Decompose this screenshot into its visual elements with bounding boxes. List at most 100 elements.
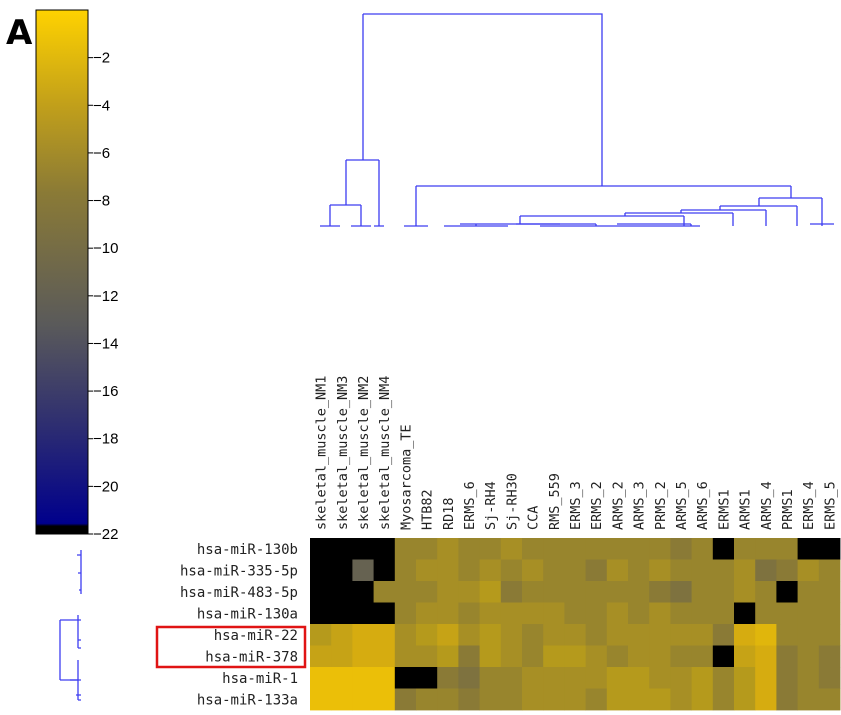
column-label: ARMS_3 [632,481,648,530]
heatmap-cell [564,581,586,603]
heatmap-cell [797,559,820,582]
heatmap-cell [352,581,374,603]
heatmap-cell [585,559,608,582]
heatmap-cell [670,667,692,689]
heatmap-cell [500,667,523,689]
heatmap-cell [416,581,438,603]
heatmap-cell [564,602,586,625]
heatmap-cell [818,581,841,603]
heatmap-cell [479,559,502,582]
heatmap-cell [310,624,332,646]
heatmap-cell [776,602,798,625]
heatmap-cell [522,581,544,603]
heatmap-cell [352,538,374,560]
column-label: ERMS_2 [589,481,605,530]
heatmap-cell [755,688,777,711]
heatmap-cell [670,645,692,668]
heatmap-cell [734,602,756,625]
heatmap-cell [479,624,502,646]
column-label: ERMS_5 [822,481,838,530]
column-label: Sj-RH4 [483,481,499,530]
heatmap-cell [331,538,353,560]
heatmap-cell [606,602,629,625]
heatmap-cell [394,688,417,711]
heatmap-cell [670,602,692,625]
heatmap-cell [352,602,374,625]
heatmap-cell [310,667,332,689]
heatmap-cell [606,688,629,711]
heatmap-cell [712,559,735,582]
heatmap-cell [585,602,608,625]
heatmap-cell [585,538,608,560]
column-label: Sj-RH30 [504,473,520,530]
heatmap-cell [479,688,502,711]
heatmap-cell [437,581,459,603]
heatmap-cell [818,538,841,560]
colorbar-tick-label: −18 [93,431,118,448]
heatmap-cell [564,667,586,689]
heatmap-cell [310,538,332,560]
heatmap-cell [712,688,735,711]
column-label: ERMS_6 [462,481,478,530]
column-label: ARMS_6 [695,481,711,530]
row-label: hsa-miR-483-5p [180,585,298,601]
heatmap-cell [628,602,650,625]
heatmap-cell [479,538,502,560]
heatmap-cell [691,581,714,603]
heatmap-cell [755,538,777,560]
heatmap-cell [543,602,565,625]
heatmap-cell [691,559,714,582]
heatmap-cell [797,667,820,689]
heatmap-cell [373,624,396,646]
heatmap-cell [458,688,480,711]
row-label: hsa-miR-130a [197,606,298,622]
heatmap-cell [797,538,820,560]
heatmap-cell [606,645,629,668]
column-label: PRMS1 [780,489,796,530]
column-label: RD18 [441,497,457,530]
heatmap-cell [776,581,798,603]
heatmap-cell [712,624,735,646]
heatmap-cell [437,645,459,668]
heatmap-cell [670,688,692,711]
colorbar-tick-label: −4 [93,97,110,114]
row-labels: hsa-miR-130b hsa-miR-335-5p hsa-miR-483-5p… [180,542,298,709]
column-label: HTB82 [420,489,436,530]
heatmap-cell [712,667,735,689]
heatmap-cell [416,538,438,560]
heatmap-cell [522,645,544,668]
heatmap-cell [649,602,671,625]
heatmap-cell [712,581,735,603]
row-label: hsa-miR-378 [205,649,298,665]
heatmap-cell [755,645,777,668]
heatmap-cell [416,667,438,689]
heatmap-cell [628,667,650,689]
heatmap-cell [331,688,353,711]
panel-label: A [6,13,33,53]
column-label: RMS_559 [547,473,563,530]
heatmap-cell [500,645,523,668]
heatmap-cell [458,624,480,646]
heatmap-cell [352,645,374,668]
heatmap-cell [797,602,820,625]
heatmap-cell [606,581,629,603]
heatmap-cell [755,559,777,582]
heatmap-cell [479,667,502,689]
heatmap-cell [522,667,544,689]
heatmap-cell [543,538,565,560]
heatmap-cell [818,624,841,646]
heatmap-cell [755,624,777,646]
heatmap-cell [734,667,756,689]
heatmap-cell [416,624,438,646]
heatmap-cell [437,559,459,582]
heatmap-cell [331,602,353,625]
heatmap-cell [543,667,565,689]
heatmap-cell [458,581,480,603]
heatmap-cell [691,602,714,625]
heatmap-cell [564,688,586,711]
heatmap-cell [755,581,777,603]
heatmap-cell [776,645,798,668]
heatmap-cell [649,538,671,560]
heatmap-cell [352,667,374,689]
